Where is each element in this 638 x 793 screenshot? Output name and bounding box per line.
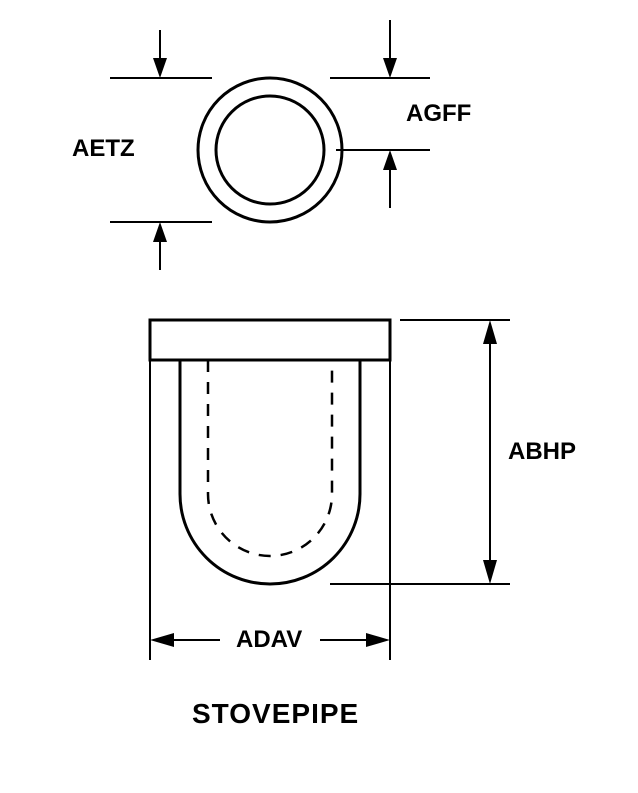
side-view <box>150 320 390 584</box>
dimension-adav <box>150 360 390 660</box>
label-aetz: AETZ <box>72 135 135 163</box>
diagram-title: STOVEPIPE <box>192 698 359 730</box>
label-agff: AGFF <box>406 100 471 128</box>
label-abhp: ABHP <box>508 438 576 466</box>
top-view-ring <box>198 78 342 222</box>
diagram-canvas <box>0 0 638 793</box>
label-adav: ADAV <box>236 626 302 654</box>
